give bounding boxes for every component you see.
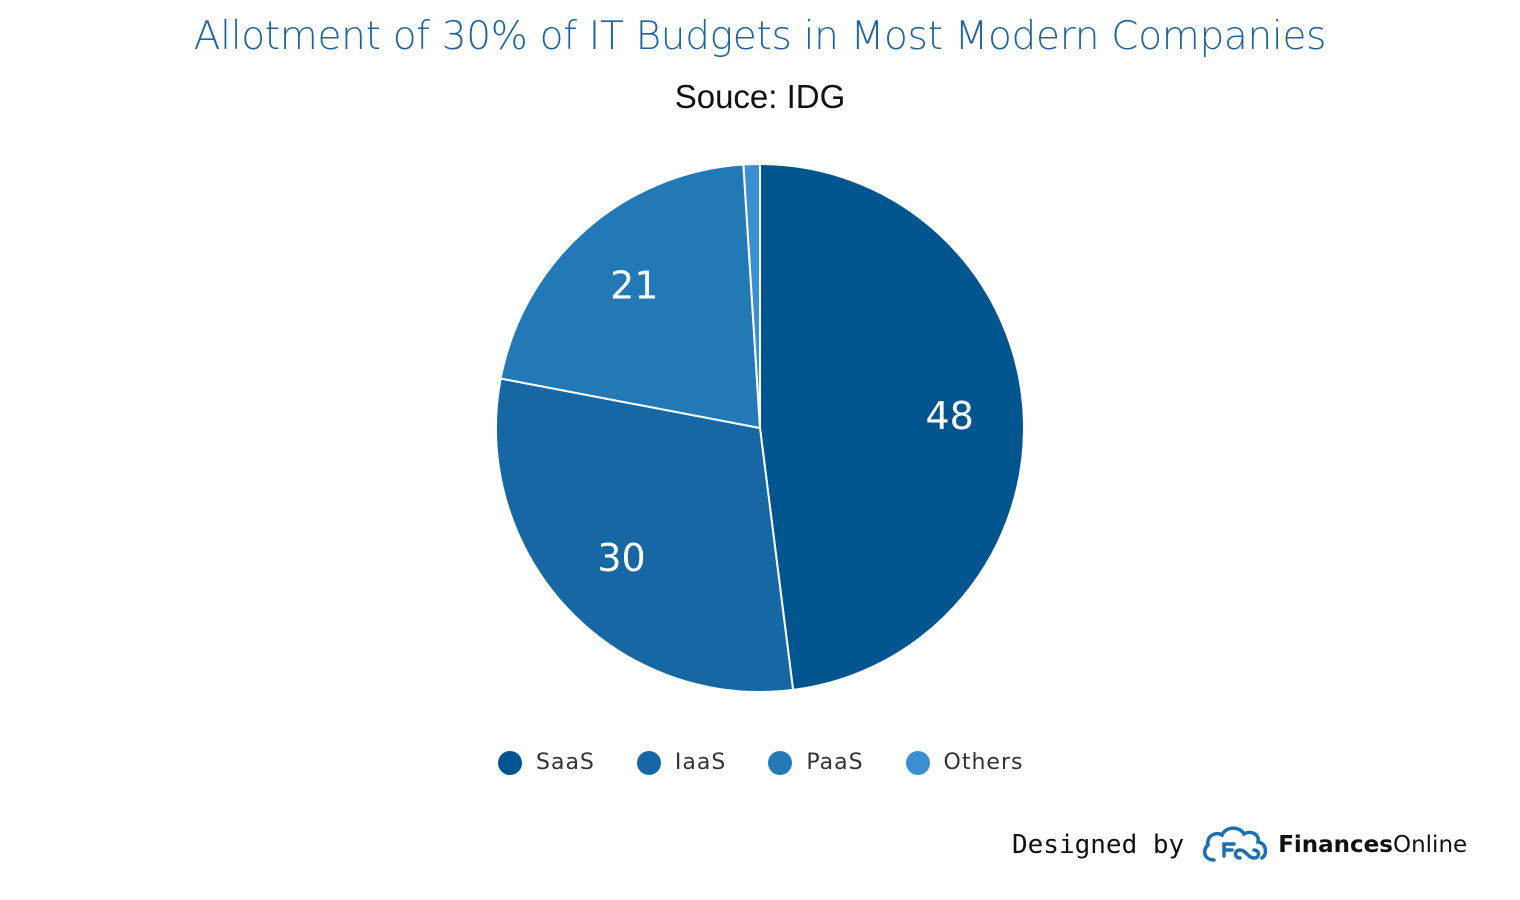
legend-swatch-iaas: [636, 750, 661, 775]
legend-swatch-others: [905, 750, 930, 775]
legend-item-paas[interactable]: PaaS: [768, 750, 863, 775]
designed-by-text: Designed by: [1012, 830, 1185, 860]
data-label-iaas: 30: [597, 536, 645, 580]
pie-slice-others[interactable]: [742, 162, 761, 429]
legend-item-others[interactable]: Others: [905, 750, 1024, 775]
brand-name: FinancesOnline: [1278, 832, 1467, 858]
cloud-f-logo-icon: [1203, 826, 1268, 862]
legend-label-others: Others: [943, 750, 1024, 775]
legend-item-saas[interactable]: SaaS: [498, 750, 595, 775]
legend-label-paas: PaaS: [806, 750, 864, 775]
legend-label-iaas: IaaS: [674, 750, 727, 775]
credit: Designed by FinancesOnline: [1012, 822, 1467, 868]
brand-name-regular: Online: [1392, 832, 1468, 858]
brand-name-bold: Finances: [1278, 832, 1393, 858]
legend: SaaS IaaS PaaS Others: [498, 750, 1065, 775]
chart-title: Allotment of 30% of IT Budgets in Most M…: [193, 14, 1327, 59]
data-label-saas: 48: [925, 394, 973, 438]
pie-slice-iaas[interactable]: [495, 377, 795, 693]
chart-subtitle: Souce: IDG: [674, 78, 846, 115]
legend-item-iaas[interactable]: IaaS: [636, 750, 727, 775]
data-label-paas: 21: [610, 263, 658, 307]
legend-swatch-saas: [498, 750, 522, 775]
pie-slice-saas[interactable]: [759, 162, 1025, 692]
pie-slice-paas[interactable]: [499, 163, 762, 430]
legend-swatch-paas: [768, 750, 793, 775]
legend-label-saas: SaaS: [536, 750, 595, 775]
